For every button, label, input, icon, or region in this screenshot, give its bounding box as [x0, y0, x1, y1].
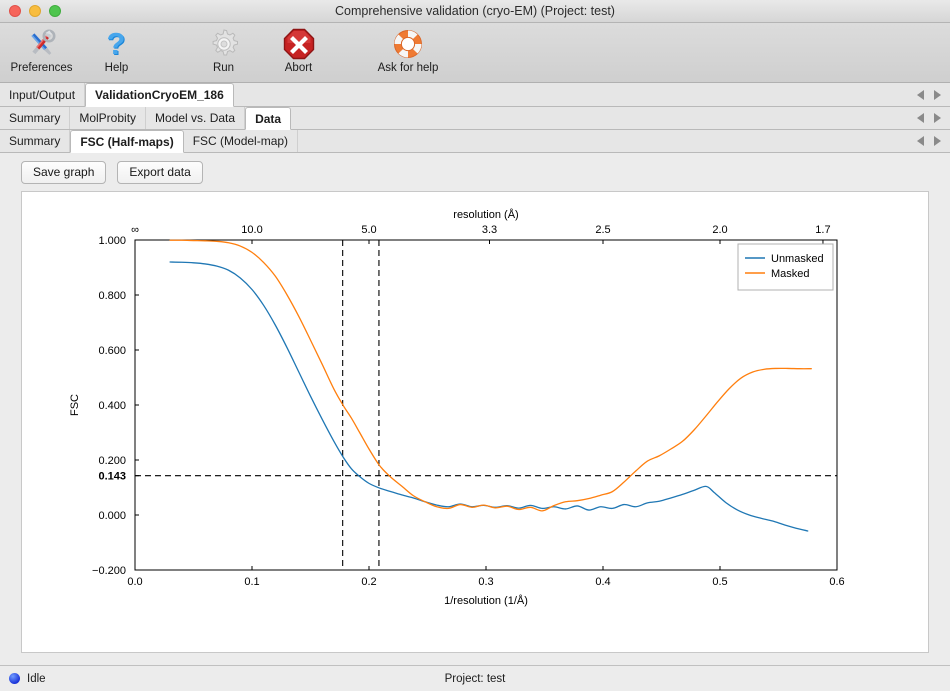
tab-data[interactable]: Data [245, 107, 292, 130]
tab-bar-level3: Summary FSC (Half-maps) FSC (Model-map) [0, 130, 950, 153]
title-bar: Comprehensive validation (cryo-EM) (Proj… [0, 0, 950, 23]
help-label: Help [104, 62, 129, 74]
scroll-tabs-left-icon-1[interactable] [917, 89, 924, 100]
preferences-icon [25, 27, 59, 61]
svg-text:?: ? [107, 28, 126, 60]
y-tick-label: 0.143 [98, 471, 126, 483]
top-tick-label: 2.5 [595, 224, 610, 236]
abort-icon [283, 27, 315, 61]
scroll-tabs-left-icon-3[interactable] [917, 136, 924, 146]
tab-bar-level2-spacer [291, 107, 911, 129]
y-tick-label: −0.200 [92, 565, 126, 577]
x-tick-label: 0.6 [829, 576, 844, 588]
top-tick-label: 1.7 [815, 224, 830, 236]
lifebuoy-icon [392, 27, 424, 61]
window-controls [9, 5, 61, 17]
ask-for-help-label: Ask for help [377, 62, 439, 74]
x-tick-label: 0.3 [478, 576, 493, 588]
x-tick-label: 0.0 [127, 576, 142, 588]
y-tick-label: 0.600 [98, 345, 126, 357]
tab-model-vs-data[interactable]: Model vs. Data [146, 107, 246, 129]
y-tick-label: 0.400 [98, 400, 126, 412]
status-bar: Idle Project: test [0, 665, 950, 691]
ask-for-help-button[interactable]: Ask for help [360, 23, 456, 81]
series-line-masked [169, 239, 812, 512]
top-axis-label: resolution (Å) [453, 208, 518, 221]
toolbar: Preferences ? ? Help [0, 23, 950, 83]
save-graph-button[interactable]: Save graph [21, 160, 107, 184]
x-tick-label: 0.1 [244, 576, 259, 588]
scroll-tabs-left-icon-2[interactable] [917, 113, 924, 123]
status-dot-icon [9, 673, 20, 684]
top-tick-label: ∞ [131, 224, 139, 236]
tab-bar-level1-nav [911, 83, 950, 106]
export-data-button[interactable]: Export data [117, 160, 203, 184]
top-tick-label: 3.3 [482, 224, 497, 236]
tab-molprobity[interactable]: MolProbity [70, 107, 147, 129]
fsc-plot-panel: 0.0 0.1 0.2 0.3 0.4 0.5 0.6 1/resolution (1/Å) −… [21, 191, 929, 653]
minimize-window-button[interactable] [29, 5, 41, 17]
tab-bar-level1: Input/Output ValidationCryoEM_186 [0, 83, 950, 107]
legend-label-0: Unmasked [771, 253, 824, 265]
preferences-label: Preferences [10, 62, 73, 74]
status-text: Idle [27, 672, 46, 685]
y-tick-label: 0.000 [98, 510, 126, 522]
fsc-half-maps-chart: 0.0 0.1 0.2 0.3 0.4 0.5 0.6 1/resolution (1/Å) −… [69, 208, 845, 607]
x-tick-label: 0.5 [712, 576, 727, 588]
abort-button[interactable]: Abort [261, 23, 336, 81]
scroll-tabs-right-icon-2[interactable] [934, 113, 941, 123]
svg-text:?: ? [106, 28, 125, 60]
scroll-tabs-right-icon-1[interactable] [934, 89, 941, 100]
y-tick-label: 1.000 [98, 235, 126, 247]
tab-fsc-half-maps[interactable]: FSC (Half-maps) [70, 130, 184, 153]
abort-label: Abort [284, 62, 313, 74]
tab-bar-level3-spacer [298, 130, 911, 152]
top-tick-label: 5.0 [361, 224, 376, 236]
run-label: Run [212, 62, 235, 74]
y-tick-label: 0.800 [98, 290, 126, 302]
window-title: Comprehensive validation (cryo-EM) (Proj… [335, 4, 615, 18]
plot-area: 0.0 0.1 0.2 0.3 0.4 0.5 0.6 1/resolution (1/Å) −… [0, 191, 950, 665]
tab-input-output[interactable]: Input/Output [0, 83, 86, 106]
tab-bar-level3-nav [911, 130, 950, 152]
tab-validationcryoem-186[interactable]: ValidationCryoEM_186 [85, 83, 234, 107]
y-tick-label: 0.200 [98, 455, 126, 467]
help-icon: ? ? [103, 27, 131, 61]
x-tick-label: 0.4 [595, 576, 610, 588]
tab-summary-level2[interactable]: Summary [0, 107, 71, 129]
tab-bar-level1-spacer [234, 83, 911, 106]
run-icon [208, 27, 240, 61]
x-tick-label: 0.2 [361, 576, 376, 588]
help-button[interactable]: ? ? Help [79, 23, 154, 81]
scroll-tabs-right-icon-3[interactable] [934, 136, 941, 146]
status-indicator-group: Idle [9, 673, 46, 685]
graph-actions-toolbar: Save graph Export data [0, 153, 950, 191]
tab-bar-level2: Summary MolProbity Model vs. Data Data [0, 107, 950, 130]
zoom-window-button[interactable] [49, 5, 61, 17]
top-tick-label: 2.0 [712, 224, 727, 236]
preferences-button[interactable]: Preferences [4, 23, 79, 81]
top-tick-label: 10.0 [241, 224, 262, 236]
status-project-text: Project: test [444, 672, 506, 685]
tab-summary-level3[interactable]: Summary [0, 130, 71, 152]
run-button[interactable]: Run [186, 23, 261, 81]
tab-fsc-model-map[interactable]: FSC (Model-map) [184, 130, 299, 152]
y-axis-label: FSC [69, 394, 81, 416]
tab-bar-level2-nav [911, 107, 950, 129]
x-axis-label: 1/resolution (1/Å) [444, 594, 528, 607]
legend-label-1: Masked [771, 268, 810, 280]
close-window-button[interactable] [9, 5, 21, 17]
chart-legend [737, 243, 834, 291]
plot-frame [134, 239, 838, 571]
